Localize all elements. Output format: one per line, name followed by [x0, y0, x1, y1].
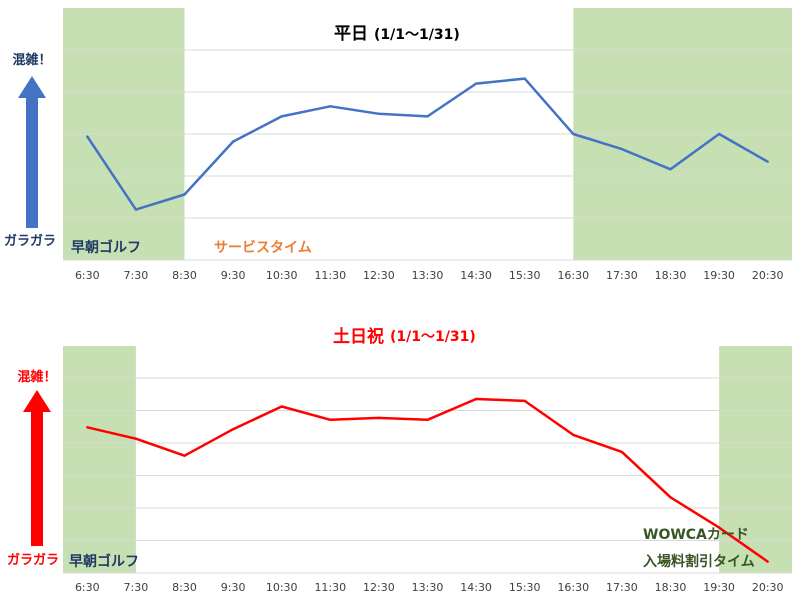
- weekday-tick-label: 14:30: [460, 269, 492, 282]
- holiday-tick-label: 17:30: [606, 581, 638, 594]
- holiday-data-point-14:30: [474, 397, 478, 401]
- holiday-tick-label: 19:30: [703, 581, 735, 594]
- weekday-tick-label: 18:30: [655, 269, 687, 282]
- weekday-data-point-9:30: [231, 140, 235, 143]
- weekday-tick-label: 17:30: [606, 269, 638, 282]
- holiday-data-point-16:30: [572, 433, 575, 437]
- weekday-data-point-12:30: [377, 112, 381, 116]
- holiday-subtitle: (1/1〜1/31): [390, 329, 476, 345]
- holiday-data-point-17:30: [620, 450, 624, 454]
- holiday-data-point-9:30: [231, 428, 235, 431]
- holiday-data-point-10:30: [280, 405, 283, 408]
- weekday-busy-label: 混雑！: [12, 52, 51, 68]
- holiday-data-point-19:30: [717, 526, 721, 529]
- weekday-data-point-19:30: [717, 132, 721, 136]
- weekday-tick-label: 7:30: [124, 269, 149, 282]
- weekday-data-point-15:30: [523, 77, 526, 80]
- weekday-data-point-7:30: [134, 208, 138, 211]
- weekday-tick-label: 6:30: [75, 269, 100, 282]
- weekday-tick-label: 19:30: [703, 269, 735, 282]
- holiday-plot-area: [63, 346, 792, 573]
- weekday-data-point-18:30: [669, 168, 672, 171]
- weekday-tick-label: 12:30: [363, 269, 395, 282]
- holiday-data-point-13:30: [426, 418, 429, 421]
- holiday-chart: 6:30 7:30 8:30 9:30 10:30 11:30 12:30 13:30 14:3…: [7, 326, 792, 594]
- weekday-band-label: 早朝ゴルフ: [71, 239, 141, 256]
- holiday-data-point-7:30: [134, 437, 138, 440]
- holiday-data-point-8:30: [183, 454, 186, 457]
- holiday-tick-label: 15:30: [509, 581, 541, 594]
- holiday-tick-label: 6:30: [75, 581, 100, 594]
- weekday-data-point-8:30: [183, 193, 186, 196]
- holiday-tick-label: 14:30: [460, 581, 492, 594]
- weekday-tick-label: 20:30: [752, 269, 784, 282]
- holiday-title: 土日祝: [333, 326, 384, 347]
- holiday-tick-label: 13:30: [412, 581, 444, 594]
- weekday-chart: 6:30 7:30 8:30 9:30 10:30 11:30 12:30 13:30 14:3…: [4, 8, 792, 282]
- weekday-data-point-20:30: [766, 160, 769, 163]
- holiday-tick-label: 12:30: [363, 581, 395, 594]
- weekday-data-point-6:30: [86, 135, 89, 138]
- holiday-tick-label: 16:30: [557, 581, 589, 594]
- weekday-data-point-10:30: [280, 115, 283, 118]
- holiday-band-label: 早朝ゴルフ: [69, 553, 139, 570]
- holiday-tick-label: 18:30: [655, 581, 687, 594]
- holiday-congestion-arrow-icon: [23, 390, 51, 546]
- weekday-data-point-13:30: [426, 115, 429, 118]
- weekday-tick-label: 10:30: [266, 269, 298, 282]
- weekday-data-point-17:30: [620, 147, 624, 151]
- weekday-tick-label: 11:30: [314, 269, 346, 282]
- weekday-congestion-arrow-icon: [18, 76, 46, 228]
- weekday-data-point-16:30: [572, 132, 575, 136]
- holiday-data-point-15:30: [523, 399, 526, 403]
- holiday-discount-label: 入場料割引タイム: [643, 553, 755, 570]
- weekday-data-point-11:30: [329, 105, 332, 108]
- weekday-data-point-14:30: [474, 82, 478, 85]
- weekday-service-time-label: サービスタイム: [214, 240, 312, 256]
- weekday-tick-label: 8:30: [172, 269, 197, 282]
- holiday-tick-label: 10:30: [266, 581, 298, 594]
- weekday-empty-label: ガラガラ: [4, 234, 56, 249]
- holiday-shaded-band-0: [63, 346, 136, 573]
- holiday-tick-label: 9:30: [221, 581, 246, 594]
- weekday-tick-label: 9:30: [221, 269, 246, 282]
- holiday-tick-label: 7:30: [124, 581, 149, 594]
- holiday-tick-label: 8:30: [172, 581, 197, 594]
- weekday-title: 平日: [334, 24, 368, 44]
- weekday-tick-label: 13:30: [412, 269, 444, 282]
- holiday-data-point-18:30: [669, 496, 672, 499]
- holiday-data-point-6:30: [86, 426, 89, 429]
- holiday-busy-label: 混雑！: [17, 369, 56, 385]
- holiday-data-point-12:30: [377, 416, 381, 420]
- holiday-empty-label: ガラガラ: [7, 553, 59, 568]
- holiday-tick-label: 20:30: [752, 581, 784, 594]
- weekday-subtitle: (1/1〜1/31): [374, 27, 460, 43]
- holiday-data-point-11:30: [329, 418, 332, 421]
- weekday-tick-label: 15:30: [509, 269, 541, 282]
- holiday-data-point-20:30: [766, 560, 769, 563]
- holiday-card-label: WOWCAカード: [643, 527, 749, 543]
- weekday-tick-label: 16:30: [557, 269, 589, 282]
- holiday-tick-label: 11:30: [314, 581, 346, 594]
